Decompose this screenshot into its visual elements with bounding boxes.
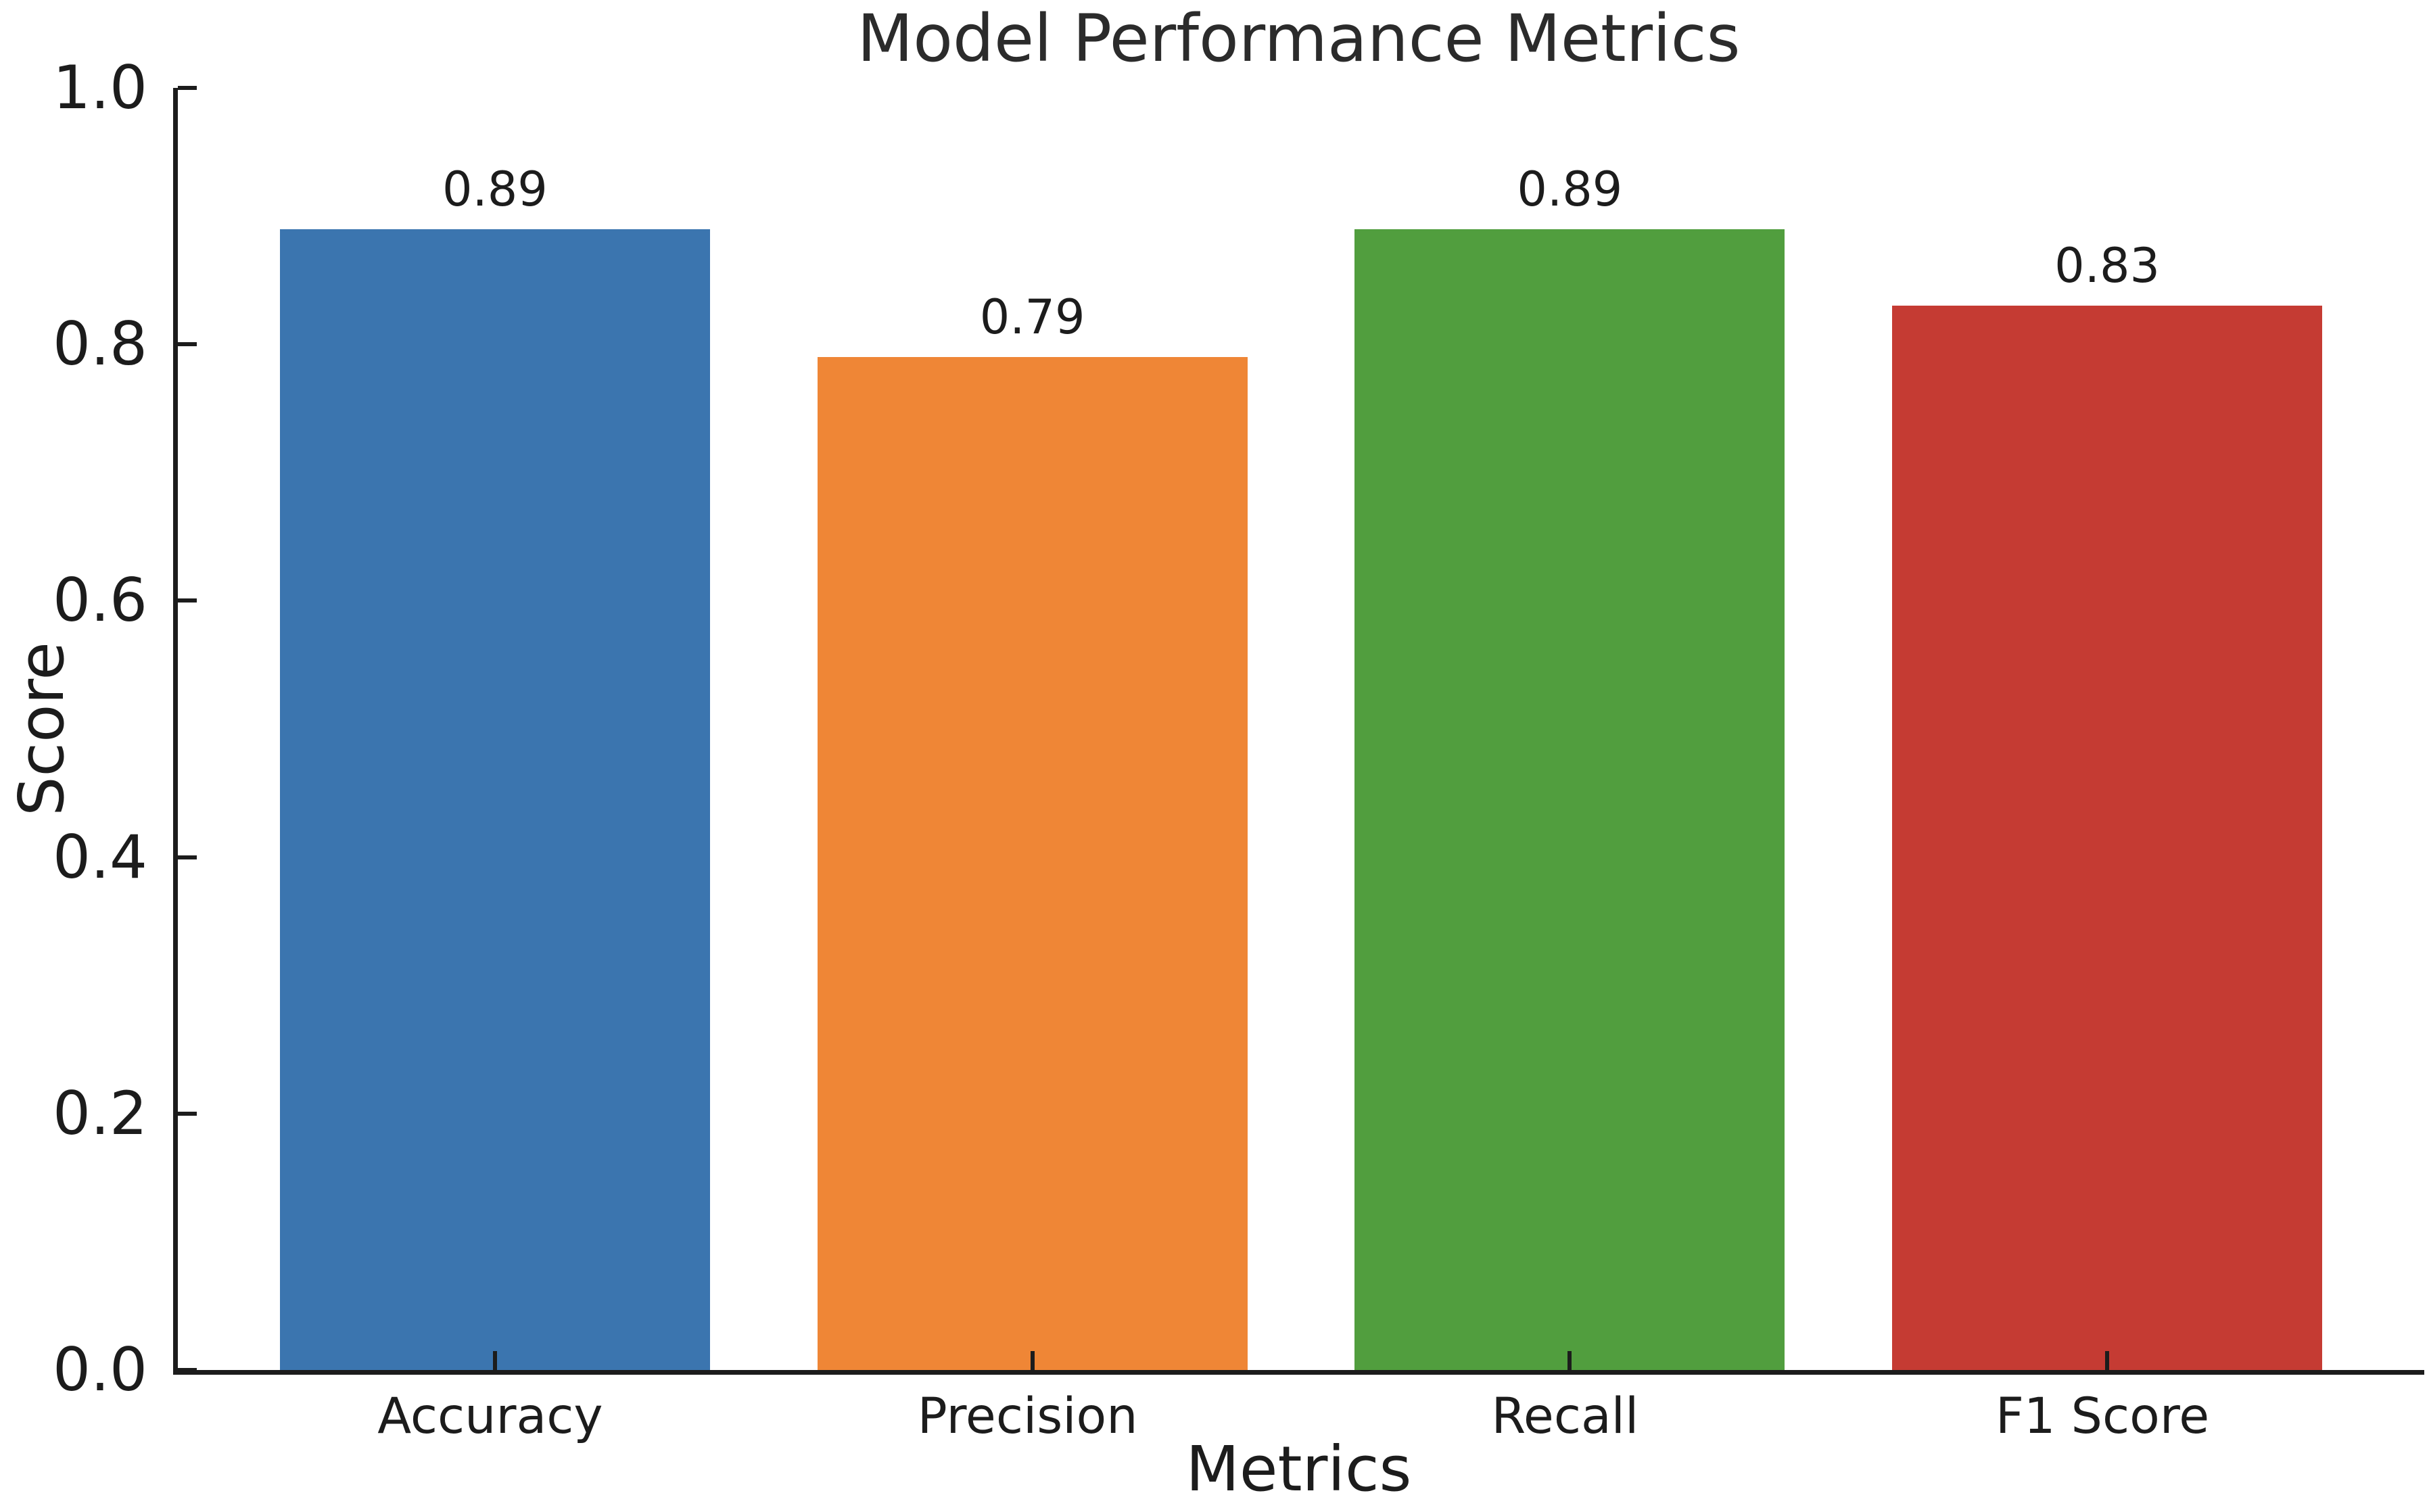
bar-value-label-f1-score: 0.83 [2054,238,2161,294]
x-tick-mark-recall [1567,1351,1572,1370]
y-tick-label-0.8: 0.8 [53,309,147,379]
y-tick-label-0.2: 0.2 [53,1078,147,1148]
y-tick-label-1.0: 1.0 [53,53,147,122]
y-tick-mark-0.8 [178,342,197,347]
y-tick-mark-0.0 [178,1368,197,1372]
x-tick-mark-precision [1030,1351,1035,1370]
bar-value-label-accuracy: 0.89 [442,161,548,217]
y-axis-label: Score [5,642,78,816]
bar-recall [1354,229,1785,1370]
bar-precision [817,357,1248,1370]
bar-value-label-recall: 0.89 [1517,161,1623,217]
y-tick-mark-0.2 [178,1111,197,1116]
y-tick-label-0.4: 0.4 [53,822,147,892]
y-tick-label-0.0: 0.0 [53,1335,147,1404]
x-tick-mark-accuracy [492,1351,497,1370]
y-tick-mark-0.6 [178,598,197,603]
y-tick-mark-0.4 [178,855,197,859]
bar-value-label-precision: 0.79 [979,289,1085,346]
y-tick-mark-1.0 [178,86,197,90]
bar-f1-score [1892,306,2322,1370]
x-tick-label-precision: Precision [917,1388,1138,1445]
x-tick-mark-f1-score [2105,1351,2110,1370]
x-axis-label: Metrics [1185,1433,1412,1505]
plot-area: 0.89 0.79 0.89 0.83 [173,86,2424,1375]
chart-title: Model Performance Metrics [857,1,1741,76]
x-tick-label-accuracy: Accuracy [377,1388,603,1445]
x-tick-label-recall: Recall [1491,1388,1639,1445]
bar-accuracy [280,229,710,1370]
y-tick-label-0.6: 0.6 [53,565,147,636]
x-tick-label-f1-score: F1 Score [1996,1388,2210,1445]
